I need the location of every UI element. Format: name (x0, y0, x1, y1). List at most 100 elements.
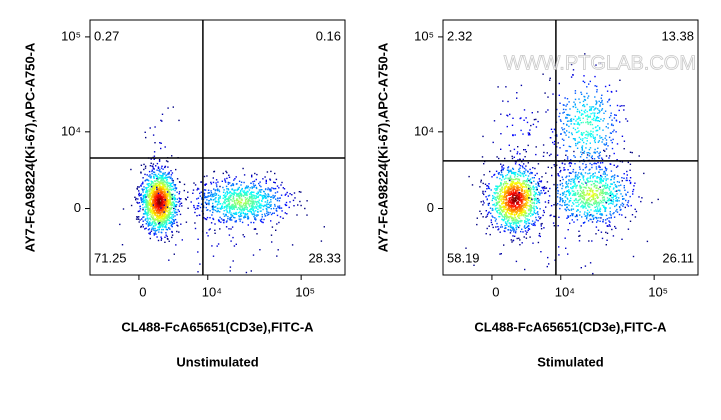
event-dot (255, 178, 257, 181)
event-dot (539, 193, 541, 195)
event-dot (522, 215, 525, 217)
event-dot (512, 211, 514, 213)
event-dot (562, 129, 564, 131)
event-dot (150, 175, 152, 178)
event-dot (270, 205, 272, 207)
event-dot (613, 212, 615, 214)
event-dot (575, 185, 578, 187)
event-dot (227, 218, 229, 220)
event-dot (598, 192, 601, 194)
event-dot (566, 175, 568, 177)
event-dot (270, 213, 273, 216)
event-dot (593, 182, 595, 185)
event-dot (599, 208, 602, 210)
event-dot (154, 231, 156, 233)
event-dot (171, 185, 174, 188)
event-dot (169, 210, 171, 212)
event-dot (137, 198, 139, 200)
event-dot (524, 206, 526, 208)
event-dot (584, 181, 586, 183)
event-dot (215, 194, 217, 196)
event-dot (154, 213, 156, 216)
event-dot (164, 177, 167, 180)
event-dot (251, 196, 253, 199)
event-dot (529, 191, 532, 193)
event-dot (224, 194, 226, 196)
event-dot (231, 188, 233, 190)
event-dot (603, 198, 606, 200)
event-dot (498, 196, 501, 198)
event-dot (539, 217, 541, 220)
event-dot (144, 201, 146, 203)
event-dot (593, 158, 596, 160)
event-dot (562, 112, 564, 114)
event-dot (605, 193, 607, 195)
event-dot (512, 210, 514, 212)
event-dot (605, 178, 607, 180)
event-dot (160, 205, 162, 207)
event-dot (168, 173, 170, 175)
event-dot (582, 152, 584, 154)
event-dot (500, 183, 503, 185)
event-dot (590, 218, 592, 221)
event-dot (506, 210, 508, 212)
event-dot (573, 181, 576, 183)
event-dot (531, 213, 533, 215)
event-dot (224, 178, 226, 180)
event-dot (161, 204, 163, 207)
event-dot (525, 218, 527, 220)
event-dot (152, 201, 154, 203)
event-dot (491, 223, 493, 226)
event-dot (499, 216, 501, 218)
event-dot (145, 223, 147, 225)
event-dot (589, 116, 591, 118)
event-dot (502, 219, 504, 222)
event-dot (237, 193, 240, 195)
event-dot (598, 188, 600, 190)
event-dot (501, 215, 504, 217)
event-dot (506, 199, 508, 201)
event-dot (533, 187, 535, 189)
event-dot (590, 213, 593, 216)
event-dot (161, 165, 163, 167)
event-dot (471, 184, 474, 186)
event-dot (205, 218, 207, 220)
event-dot (167, 238, 169, 240)
event-dot (504, 194, 506, 196)
event-dot (142, 197, 145, 200)
event-dot (586, 133, 588, 136)
event-dot (254, 172, 256, 175)
event-dot (533, 198, 535, 200)
event-dot (568, 201, 570, 203)
event-dot (159, 169, 161, 171)
event-dot (169, 200, 171, 202)
event-dot (169, 188, 171, 191)
event-dot (559, 112, 561, 115)
event-dot (225, 226, 228, 228)
event-dot (605, 148, 608, 150)
event-dot (245, 198, 248, 200)
event-dot (519, 208, 522, 210)
event-dot (232, 184, 235, 186)
event-dot (231, 214, 233, 216)
event-dot (504, 187, 507, 189)
event-dot (498, 195, 500, 197)
event-dot (161, 217, 163, 220)
event-dot (162, 191, 164, 193)
event-dot (220, 218, 223, 220)
event-dot (587, 204, 589, 206)
event-dot (576, 190, 579, 192)
event-dot (165, 228, 168, 231)
event-dot (582, 206, 584, 209)
event-dot (160, 211, 162, 214)
event-dot (500, 190, 503, 192)
event-dot (252, 204, 254, 206)
event-dot (585, 147, 587, 149)
event-dot (206, 199, 208, 201)
event-dot (207, 192, 209, 194)
event-dot (152, 182, 155, 184)
event-dot (264, 188, 267, 191)
event-dot (565, 209, 567, 212)
event-dot (504, 227, 507, 229)
event-dot (482, 192, 484, 194)
